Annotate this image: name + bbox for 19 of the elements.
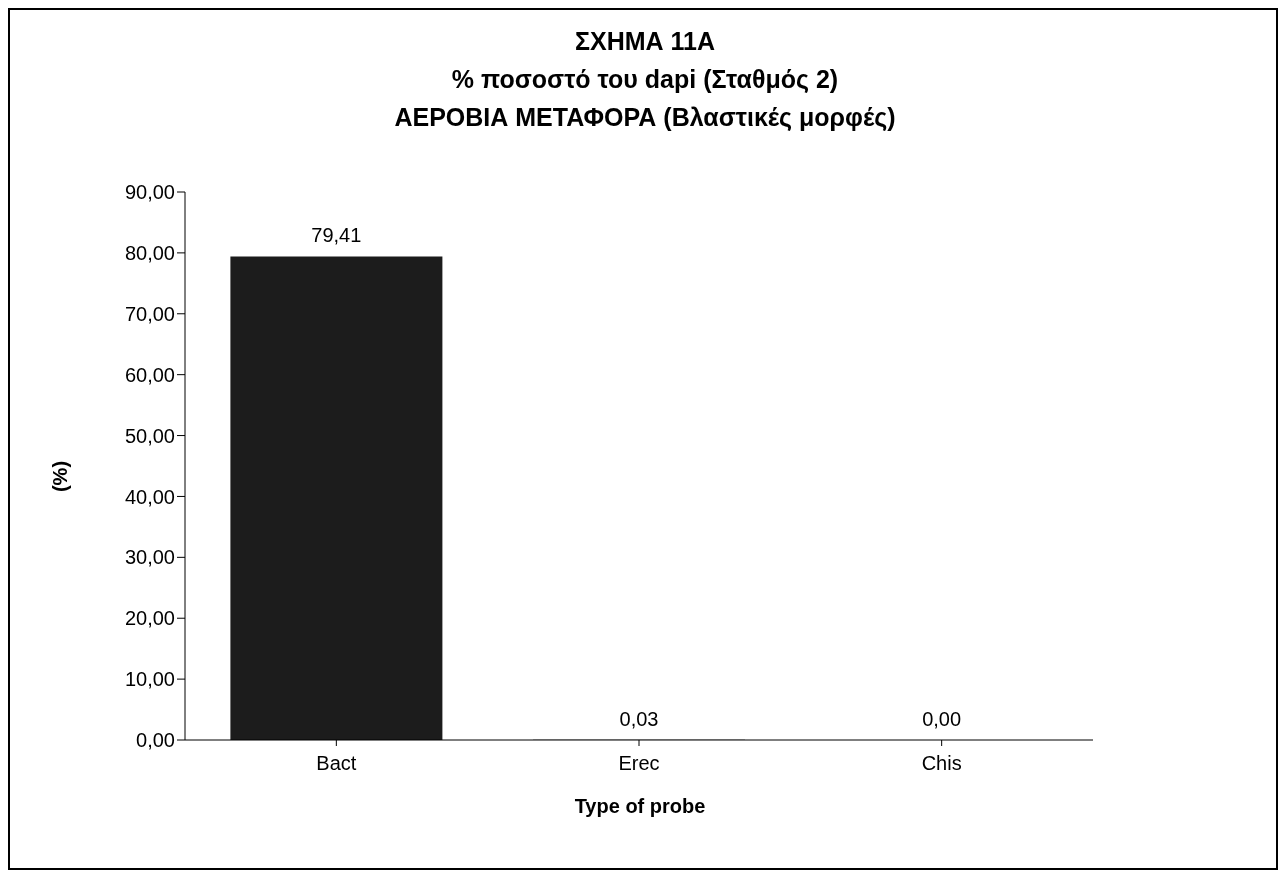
y-tick-label: 30,00	[124, 546, 175, 569]
chart-title: ΣΧΗΜΑ 11Α % ποσοστό του dapi (Σταθμός 2) ΑΕΡΟΒΙΑ ΜΕΤΑΦΟΡΑ (Βλαστικές μορφές)	[393, 26, 897, 133]
x-tick-label: Bact	[316, 752, 357, 775]
y-tick-label: 20,00	[124, 607, 175, 630]
data-label: 0,03	[619, 707, 659, 730]
x-tick-label: Erec	[618, 752, 660, 775]
y-tick-label: 90,00	[124, 181, 175, 204]
y-tick-label: 80,00	[124, 241, 175, 264]
x-tick-label: Chis	[921, 752, 962, 775]
y-tick-label: 50,00	[124, 424, 175, 447]
y-axis-title: (%)	[48, 459, 72, 495]
x-axis-title: Type of probe	[573, 795, 707, 818]
data-label: 79,41	[311, 224, 362, 247]
y-tick-label: 0,00	[136, 729, 175, 752]
data-label: 0,00	[922, 708, 962, 730]
y-tick-label: 60,00	[124, 363, 175, 386]
y-tick-label: 10,00	[124, 668, 175, 691]
y-tick-label: 40,00	[124, 485, 175, 508]
y-tick-label: 70,00	[124, 302, 175, 325]
